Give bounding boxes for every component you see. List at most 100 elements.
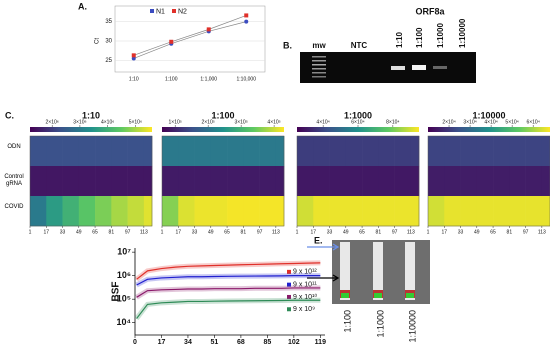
heatmap-cell [493, 166, 510, 197]
heatmap-cell [194, 196, 212, 227]
point [131, 53, 136, 58]
heatmap-cell [127, 136, 145, 167]
colorbar-tick-label: 3×10⁶ [73, 119, 86, 125]
y-tick-label: 10⁶ [117, 270, 131, 280]
gel-lane-label: mw [312, 41, 326, 50]
heatmap-cell [162, 136, 179, 167]
heatmap-cell [259, 196, 277, 227]
colorbar-tick-label: 3×10⁵ [234, 119, 247, 125]
heatmap-cell [329, 136, 347, 167]
heatmap-cell [95, 136, 112, 167]
heatmap-cell [143, 166, 153, 197]
gel-lane-label: 1:100 [415, 27, 424, 48]
x-tick-label: 49 [208, 229, 214, 235]
heatmap-frame [161, 135, 285, 227]
x-tick-label: 17 [175, 229, 181, 235]
x-tick-label: 1 [427, 229, 430, 235]
heatmap-cell [259, 136, 277, 167]
colorbar-tick-label: 6×10⁴ [526, 119, 539, 125]
strips [340, 242, 415, 300]
x-tick-label: 17 [441, 229, 447, 235]
x-tick-label: 119 [315, 339, 326, 346]
heatmap-cell [178, 196, 195, 227]
strip-label: 1:10000 [407, 310, 417, 343]
x-tick-label: 17 [310, 229, 316, 235]
heatmap-cell [143, 136, 153, 167]
legend-label: 9 x 10¹² [293, 269, 317, 276]
x-tick-label: 0 [133, 339, 137, 346]
gel-lane-label: 1:1000 [436, 23, 445, 48]
x-tick-label: 17 [158, 339, 166, 346]
x-tick-label: 65 [92, 229, 98, 235]
heatmap-cell [444, 196, 461, 227]
heatmap-cell [194, 166, 212, 197]
heatmap-cell [509, 196, 526, 227]
legend-swatch [150, 9, 154, 13]
row-label: ODN [7, 144, 21, 150]
heatmap-cell [410, 166, 420, 197]
heatmap-cell [259, 166, 277, 197]
legend-label: 9 x 10⁹ [293, 306, 315, 313]
colorbar [30, 127, 152, 132]
heatmap-cell [143, 196, 153, 227]
x-tick-label: 49 [343, 229, 349, 235]
colorbar-tick-label: 4×10⁵ [267, 119, 280, 125]
heatmap-cell [345, 166, 363, 197]
colorbar-tick-label: 1×10⁵ [169, 119, 182, 125]
x-tick-label: 97 [257, 229, 263, 235]
heatmap-cell [227, 166, 244, 197]
x-tick-label: 102 [288, 339, 300, 346]
row-label: COVID [4, 204, 24, 210]
colorbar-tick-label: 2×10⁶ [46, 119, 59, 125]
y-tick-label: 25 [105, 58, 112, 64]
heatmap-cell [509, 166, 526, 197]
gel-band [391, 66, 405, 70]
heatmap-cell [210, 136, 228, 167]
y-tick-label: 10⁷ [117, 247, 131, 257]
x-tick-label: 1:10 [129, 76, 139, 82]
colorbar-tick-label: 4×10⁴ [484, 119, 497, 125]
heatmap-cell [541, 196, 550, 227]
heatmap-cell [162, 196, 179, 227]
y-tick-label: 10⁵ [117, 294, 131, 304]
heatmap-cell [345, 196, 363, 227]
x-tick-label: 49 [474, 229, 480, 235]
heatmap-cell [541, 166, 550, 197]
x-tick-label: 85 [263, 339, 271, 346]
heatmap-cell [362, 136, 379, 167]
legend-swatch [287, 282, 291, 287]
x-tick-label: 81 [507, 229, 513, 235]
gel-target: ORF8a [415, 6, 445, 16]
heatmap-cell [329, 196, 347, 227]
series-line [136, 262, 321, 280]
gel-lane-label: 1:10000 [458, 18, 467, 48]
y-tick-label: 10⁴ [117, 317, 131, 327]
heatmap-cell [210, 166, 228, 197]
heatmap-frame [296, 135, 420, 227]
legend-swatch [172, 9, 176, 13]
point [244, 19, 249, 24]
heatmap-title: 1:10 [82, 110, 100, 120]
legend-swatch [287, 294, 291, 299]
x-tick-label: 97 [392, 229, 398, 235]
gel-band [433, 66, 447, 69]
heatmap-cell [243, 166, 260, 197]
heatmap-cell [345, 136, 363, 167]
x-tick-label: 113 [140, 229, 148, 235]
heatmap-cell [410, 196, 420, 227]
heatmap-cell [378, 166, 395, 197]
heatmap-cell [243, 136, 260, 167]
heatmap-cell [30, 166, 47, 197]
x-tick-label: 1 [29, 229, 32, 235]
arrow [307, 274, 340, 282]
legend-label: N1 [156, 8, 165, 15]
gel-band [412, 65, 426, 70]
point [206, 27, 211, 32]
heatmap-cell [111, 196, 128, 227]
heatmap-title: 1:100 [211, 110, 234, 120]
heatmap-title: 1:10000 [472, 110, 505, 120]
ladder [312, 56, 326, 78]
heatmap-cell [493, 196, 510, 227]
x-tick-label: 1:1,000 [200, 76, 217, 82]
